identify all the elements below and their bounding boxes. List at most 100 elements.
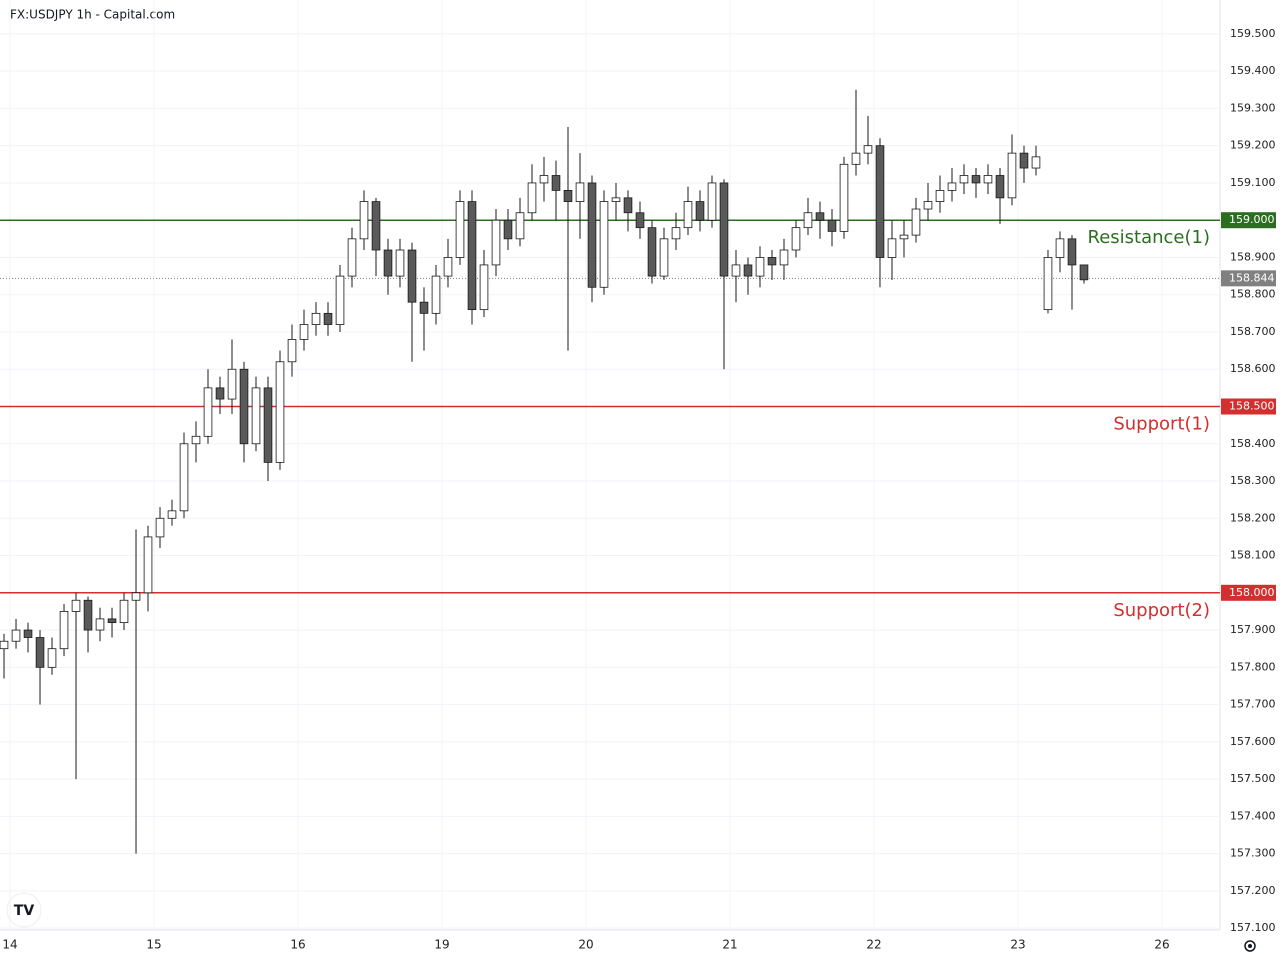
candle	[587, 175, 597, 303]
candle-body	[935, 189, 945, 202]
candle-body	[491, 219, 501, 266]
candle	[755, 246, 765, 288]
candle	[539, 156, 549, 202]
candle-body	[419, 301, 429, 314]
x-tick-label: 26	[1154, 938, 1169, 952]
candle	[935, 175, 945, 213]
candle	[263, 376, 273, 482]
candle-body	[263, 387, 273, 463]
y-tick-label: 159.300	[1230, 101, 1276, 114]
candle-body	[551, 175, 561, 191]
candle-body	[923, 201, 933, 210]
candle-body	[467, 201, 477, 311]
candle-body	[1079, 264, 1089, 281]
x-tick-label: 19	[434, 938, 449, 952]
x-tick-label: 21	[722, 938, 737, 952]
candle-body	[767, 257, 777, 266]
candle-body	[83, 599, 93, 631]
candle	[851, 89, 861, 176]
candle	[515, 197, 525, 247]
y-tick-label: 157.800	[1230, 660, 1276, 673]
candle	[407, 242, 417, 362]
candle-body	[443, 257, 453, 277]
candle-body	[947, 182, 957, 191]
candle-body	[227, 368, 237, 400]
candle-body	[479, 264, 489, 311]
candle-body	[143, 536, 153, 594]
y-tick-label: 157.200	[1230, 884, 1276, 897]
candle	[371, 197, 381, 277]
level-value-label: 158.500	[1229, 400, 1275, 413]
candle-body	[359, 201, 369, 240]
y-tick-label: 158.900	[1230, 250, 1276, 263]
candle	[791, 220, 801, 258]
candle	[575, 153, 585, 239]
candle	[803, 197, 813, 236]
candle	[779, 238, 789, 280]
candle-body	[59, 611, 69, 650]
candle	[923, 182, 933, 221]
candle-body	[191, 435, 201, 445]
candle	[59, 603, 69, 657]
candle	[203, 369, 213, 444]
y-tick-label: 157.600	[1230, 735, 1276, 748]
settings-icon[interactable]	[1244, 940, 1256, 952]
x-tick-label: 15	[146, 938, 161, 952]
candle-body	[827, 219, 837, 232]
candle-body	[71, 599, 81, 612]
candle-body	[539, 175, 549, 184]
y-tick-label: 158.100	[1230, 549, 1276, 562]
candle-body	[515, 212, 525, 240]
candle-body	[995, 175, 1005, 199]
candle-body	[839, 163, 849, 232]
candle-body	[719, 182, 729, 277]
candle	[179, 432, 189, 519]
candle-body	[983, 175, 993, 184]
candle	[275, 350, 285, 470]
candle	[83, 596, 93, 653]
candle-body	[587, 182, 597, 288]
candle	[467, 190, 477, 325]
x-tick-label: 23	[1010, 938, 1025, 952]
candle-body	[1067, 238, 1077, 266]
candle-body	[239, 368, 249, 445]
svg-text:TV: TV	[14, 903, 35, 919]
candle	[971, 168, 981, 198]
candle	[491, 209, 501, 277]
candle-body	[623, 197, 633, 214]
candle	[347, 227, 357, 288]
candle	[35, 630, 45, 705]
candle-body	[863, 145, 873, 154]
level-value-label: 159.000	[1229, 213, 1275, 226]
candle-body	[167, 510, 177, 519]
candle-body	[95, 618, 105, 631]
candle	[1019, 145, 1029, 183]
candle-body	[131, 592, 141, 601]
candle-body	[563, 189, 573, 202]
candle-body	[155, 517, 165, 538]
y-tick-label: 158.600	[1230, 362, 1276, 375]
candle-body	[851, 152, 861, 165]
candle	[719, 179, 729, 370]
y-tick-label: 157.400	[1230, 809, 1276, 822]
candle	[647, 220, 657, 284]
level-value-label: 158.000	[1229, 586, 1275, 599]
candle	[479, 250, 489, 318]
candle	[11, 618, 21, 649]
candle	[887, 220, 897, 280]
candle	[191, 421, 201, 463]
candle	[1055, 231, 1065, 273]
candle-body	[815, 212, 825, 221]
candle-body	[683, 201, 693, 229]
candle	[311, 302, 321, 336]
candle	[863, 115, 873, 165]
candle	[0, 633, 9, 679]
candle-body	[731, 264, 741, 277]
level-tag	[1221, 584, 1276, 601]
candle	[623, 190, 633, 232]
candle	[1031, 145, 1041, 176]
candle	[743, 257, 753, 295]
candle	[599, 190, 609, 295]
y-tick-label: 157.500	[1230, 772, 1276, 785]
candle-body	[1007, 152, 1017, 199]
